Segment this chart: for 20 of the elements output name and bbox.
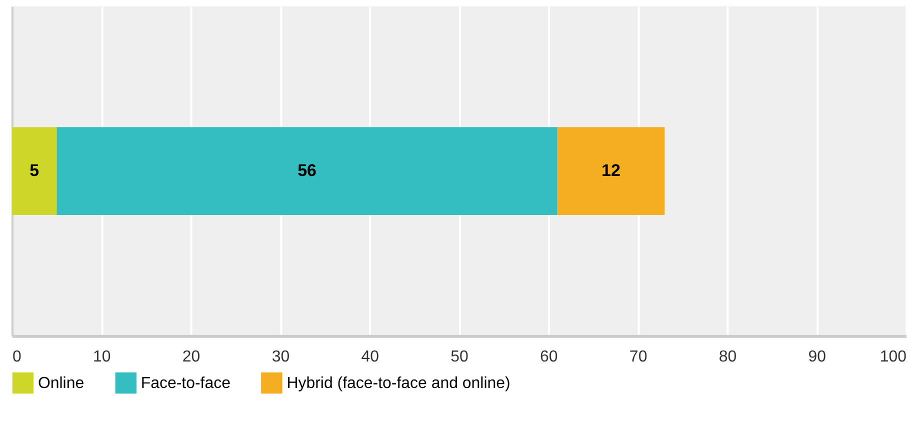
bar xyxy=(56,127,558,215)
x-tick-label: 60 xyxy=(540,348,558,366)
x-tick-label: 10 xyxy=(93,348,111,366)
x-tick-label: 0 xyxy=(12,348,22,366)
legend-label: Hybrid (face-to-face and online) xyxy=(286,374,510,392)
bar xyxy=(12,127,57,215)
x-tick-label: 20 xyxy=(182,348,200,366)
x-tick-label: 30 xyxy=(272,348,290,366)
x-tick-label: 70 xyxy=(629,348,648,366)
data-label: 5 xyxy=(30,161,40,180)
data-label: 56 xyxy=(298,161,316,180)
x-tick-label: 40 xyxy=(361,348,380,366)
data-label: 12 xyxy=(602,161,620,180)
x-tick-label: 80 xyxy=(718,348,737,366)
x-tick-label: 50 xyxy=(450,348,468,366)
x-tick-label: 90 xyxy=(808,348,826,366)
legend-label: Face-to-face xyxy=(140,374,231,392)
bar xyxy=(557,127,665,215)
legend-label: Online xyxy=(38,374,84,392)
x-tick-label: 100 xyxy=(880,348,907,366)
